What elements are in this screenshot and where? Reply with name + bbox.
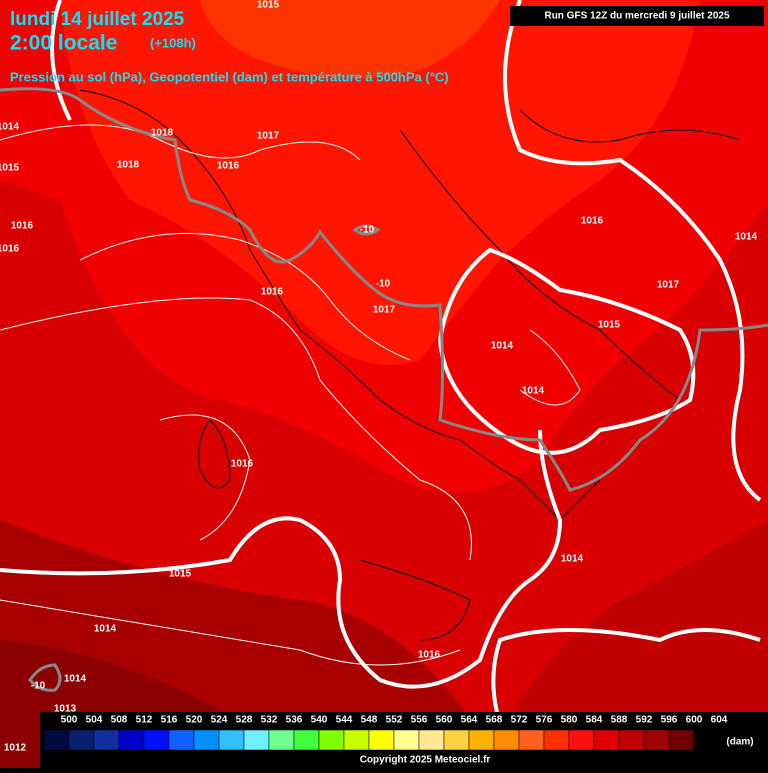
pressure-label: 1015 [169, 569, 192, 580]
colorbar-label: 512 [136, 715, 153, 726]
colorbar-label: 564 [461, 715, 478, 726]
pressure-label: 1015 [0, 163, 20, 174]
colorbar-label: 548 [361, 715, 378, 726]
pressure-label: 1016 [0, 244, 20, 255]
pressure-label: 1018 [117, 160, 140, 171]
colorbar-swatch [643, 729, 670, 751]
pressure-label: 1016 [11, 221, 34, 232]
pressure-label: 1016 [261, 287, 284, 298]
colorbar-swatch [68, 729, 95, 751]
colorbar-label: 568 [486, 715, 503, 726]
pressure-label: -10 [31, 681, 46, 692]
colorbar-swatch [543, 729, 570, 751]
local-time: 2:00 locale [10, 32, 117, 55]
colorbar-label: 544 [336, 715, 353, 726]
colorbar-label: 576 [536, 715, 553, 726]
pressure-label: 1014 [64, 674, 87, 685]
colorbar-label: 592 [636, 715, 653, 726]
colorbar-swatch [193, 729, 220, 751]
pressure-label: 1016 [231, 459, 254, 470]
colorbar-swatch [218, 729, 245, 751]
colorbar-swatch [693, 729, 720, 751]
colorbar-label: 520 [186, 715, 203, 726]
pressure-label: 1014 [0, 122, 20, 133]
pressure-label: 1015 [598, 320, 621, 331]
colorbar-label: 572 [511, 715, 528, 726]
colorbar-label: 540 [311, 715, 328, 726]
colorbar-label: 596 [661, 715, 678, 726]
isobars-thin [0, 124, 581, 666]
colorbar-label: 604 [711, 715, 728, 726]
pressure-label: 1016 [581, 216, 604, 227]
pressure-label: 1017 [257, 131, 280, 142]
pressure-label: 1014 [735, 232, 758, 243]
pressure-label: 1014 [522, 386, 545, 397]
colorbar-swatch [43, 729, 70, 751]
colorbar: 500 504 508 512 516 520 524 528 532 536 540 544 548 5… [40, 712, 768, 768]
colorbar-label: 508 [111, 715, 128, 726]
colorbar-swatch [443, 729, 470, 751]
colorbar-label: 552 [386, 715, 403, 726]
pressure-label: 1016 [418, 650, 441, 661]
colorbar-swatch [618, 729, 645, 751]
copyright: Copyright 2025 Meteociel.fr [360, 755, 491, 766]
colorbar-swatch [518, 729, 545, 751]
colorbar-label: 528 [236, 715, 253, 726]
colorbar-label: 560 [436, 715, 453, 726]
coastlines [79, 89, 741, 641]
colorbar-swatch [568, 729, 595, 751]
colorbar-label: 584 [586, 715, 603, 726]
colorbar-label: 556 [411, 715, 428, 726]
colorbar-unit: (dam) [726, 737, 753, 748]
date: lundi 14 juillet 2025 [10, 9, 185, 30]
pressure-label: 1012 [4, 743, 27, 754]
colorbar-label: 600 [686, 715, 703, 726]
pressure-label: 1017 [657, 280, 680, 291]
colorbar-swatch [118, 729, 145, 751]
lead-time: (+108h) [150, 35, 196, 50]
colorbar-swatch [93, 729, 120, 751]
colorbar-swatch [293, 729, 320, 751]
pressure-label: 1014 [491, 341, 514, 352]
temperature-isotherm [0, 87, 768, 692]
colorbar-swatch [268, 729, 295, 751]
pressure-label: 1016 [217, 161, 240, 172]
colorbar-label: 516 [161, 715, 178, 726]
colorbar-swatch [468, 729, 495, 751]
colorbar-label: 504 [86, 715, 103, 726]
pressure-label: -10 [360, 225, 375, 236]
colorbar-swatch [668, 729, 695, 751]
colorbar-swatch [368, 729, 395, 751]
pressure-label: 1014 [94, 624, 117, 635]
colorbar-swatch [318, 729, 345, 751]
pressure-label: 1013 [54, 704, 77, 715]
colorbar-swatch [143, 729, 170, 751]
colorbar-swatch [593, 729, 620, 751]
colorbar-swatch [493, 729, 520, 751]
colorbar-swatch [243, 729, 270, 751]
subtitle: Pression au sol (hPa), Geopotentiel (dam… [10, 69, 449, 84]
colorbar-label: 580 [561, 715, 578, 726]
colorbar-label: 588 [611, 715, 628, 726]
colorbar-swatch [393, 729, 420, 751]
pressure-labels: 1015 1014 1015 1018 1017 1018 1016 1016 1016 1016… [0, 0, 758, 754]
colorbar-label: 536 [286, 715, 303, 726]
colorbar-label: 524 [211, 715, 228, 726]
pressure-label: 1014 [561, 554, 584, 565]
colorbar-label: 532 [261, 715, 278, 726]
colorbar-label: 500 [61, 715, 78, 726]
run-box [510, 6, 764, 26]
pressure-label: 1015 [257, 0, 280, 11]
colorbar-swatch [418, 729, 445, 751]
pressure-label: 1017 [373, 305, 396, 316]
pressure-label: -10 [376, 279, 391, 290]
pressure-label: 1018 [151, 128, 174, 139]
colorbar-swatch [168, 729, 195, 751]
colorbar-swatch [343, 729, 370, 751]
run-info: Run GFS 12Z du mercredi 9 juillet 2025 [544, 11, 729, 22]
